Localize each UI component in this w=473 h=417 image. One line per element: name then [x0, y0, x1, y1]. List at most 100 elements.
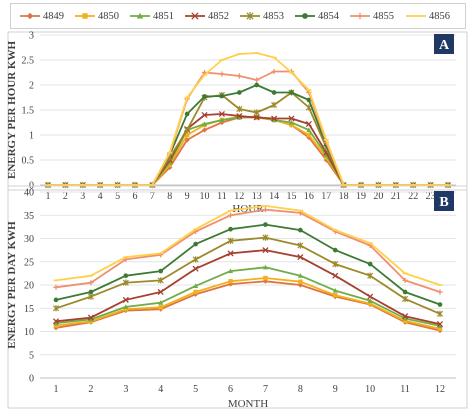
- y-tick-label: 35: [24, 211, 34, 222]
- series-line-4852: [55, 249, 441, 325]
- data-point: [263, 275, 268, 281]
- legend-label: 4852: [208, 10, 229, 22]
- panel-label-badge: [434, 34, 454, 54]
- data-point: [306, 97, 312, 103]
- x-tick-label: 12: [435, 384, 445, 395]
- series-4850: [53, 275, 443, 331]
- data-point: [253, 109, 260, 116]
- data-point: [298, 227, 303, 233]
- data-point: [88, 280, 94, 286]
- x-tick-label: 5: [115, 191, 120, 202]
- data-point: [271, 117, 277, 123]
- legend-item-4855: 4855: [349, 8, 394, 24]
- data-point: [123, 273, 129, 279]
- series-4851: [53, 264, 443, 328]
- series-4850: [45, 114, 451, 188]
- series-4851: [45, 113, 451, 188]
- data-point: [167, 162, 172, 168]
- data-point: [88, 289, 94, 295]
- data-point: [53, 320, 59, 326]
- data-point: [436, 321, 444, 328]
- x-tick-label: 1: [54, 384, 59, 395]
- x-tick-label: 6: [228, 384, 233, 395]
- legend-marker: [356, 12, 364, 20]
- legend-item-4849: 4849: [19, 8, 64, 24]
- data-point: [254, 77, 260, 83]
- x-tick-label: 14: [269, 191, 279, 202]
- data-point: [262, 207, 269, 213]
- legend-label: 4853: [263, 10, 284, 22]
- x-tick-label: 3: [123, 384, 128, 395]
- legend-swatch: [406, 15, 426, 17]
- data-point: [167, 159, 173, 165]
- series-line-4853: [55, 236, 441, 315]
- data-point: [367, 272, 374, 279]
- data-point: [271, 90, 277, 95]
- x-tick-label: 8: [167, 191, 172, 202]
- legend-swatch: [350, 12, 370, 20]
- y-tick-label: 2.5: [22, 56, 35, 67]
- data-point: [402, 318, 408, 324]
- data-point: [122, 296, 129, 303]
- data-point: [402, 289, 408, 295]
- series-line-4854: [55, 223, 441, 306]
- data-point: [271, 101, 278, 109]
- x-tick-label: 13: [252, 191, 262, 202]
- y-tick-label: 0.5: [22, 156, 35, 167]
- legend-swatch: [130, 12, 150, 19]
- data-point: [305, 120, 312, 128]
- data-point: [193, 241, 198, 247]
- data-point: [402, 315, 408, 321]
- data-point: [201, 121, 208, 127]
- data-point: [123, 306, 129, 312]
- data-point: [288, 115, 295, 122]
- legend-marker: [302, 13, 308, 19]
- y-tick-label: 0: [29, 374, 34, 385]
- data-point: [367, 298, 373, 303]
- x-tick-label: 18: [339, 191, 349, 202]
- x-tick-label: 4: [158, 384, 163, 395]
- data-point: [297, 242, 304, 249]
- chart-legend: 4849 4850 4851 4852 4853 4854 4855 4856: [10, 3, 466, 29]
- data-point: [332, 272, 339, 279]
- series-4853: [52, 234, 444, 317]
- x-tick-label: 3: [80, 191, 85, 202]
- series-line-4853: [48, 91, 448, 186]
- data-point: [332, 247, 338, 253]
- data-point: [123, 304, 129, 309]
- series-line-4850: [55, 277, 441, 330]
- data-point: [402, 277, 408, 283]
- legend-swatch: [295, 13, 315, 19]
- data-point: [184, 126, 191, 134]
- legend-label: 4849: [43, 10, 64, 22]
- series-line-4856: [55, 204, 441, 286]
- legend-label: 4850: [98, 10, 119, 22]
- data-point: [332, 287, 338, 293]
- data-point: [87, 314, 94, 321]
- series-line-4850: [48, 115, 448, 186]
- data-point: [158, 305, 163, 310]
- data-point: [158, 300, 164, 305]
- x-tick-label: 12: [234, 191, 244, 202]
- data-point: [219, 93, 225, 99]
- data-point: [218, 110, 225, 118]
- x-tick-label: 5: [193, 384, 198, 395]
- data-point: [227, 237, 234, 244]
- y-tick-label: 3: [29, 31, 34, 42]
- data-point: [201, 127, 208, 133]
- data-point: [253, 114, 260, 121]
- series-4849: [45, 114, 451, 188]
- series-4856: [45, 52, 451, 186]
- data-point: [297, 254, 304, 261]
- y-tick-label: 25: [24, 257, 34, 268]
- legend-marker: [82, 13, 88, 19]
- data-point: [52, 305, 60, 312]
- y-tick-label: 15: [24, 304, 34, 315]
- x-tick-label: 7: [263, 384, 268, 395]
- y-axis-label: ENERGY PER DAY KWH: [6, 221, 18, 349]
- x-tick-label: 16: [304, 191, 314, 202]
- x-tick-label: 20: [373, 191, 383, 202]
- x-tick-label: 1: [46, 191, 51, 202]
- data-point: [53, 323, 59, 328]
- data-point: [202, 94, 207, 99]
